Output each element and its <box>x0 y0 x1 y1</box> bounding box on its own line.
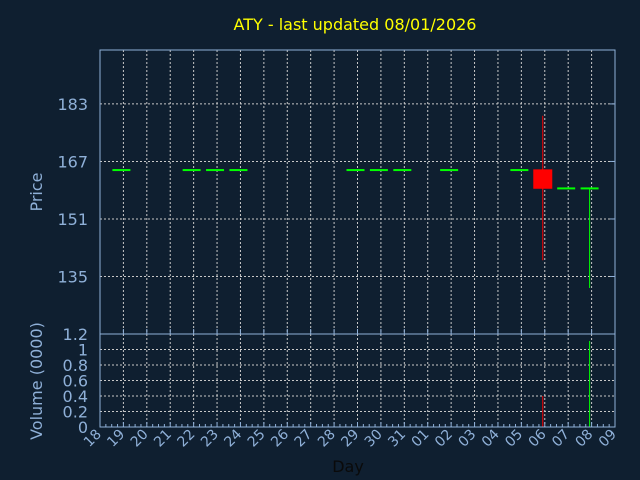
x-tick-label: 23 <box>198 427 222 451</box>
price-tick-label: 167 <box>57 152 88 171</box>
x-tick-label: 19 <box>104 427 128 451</box>
candle-body <box>112 169 131 172</box>
volume-axis-label: Volume (0000) <box>27 322 46 440</box>
x-tick-label: 31 <box>385 427 409 451</box>
x-tick-label: 21 <box>151 427 175 451</box>
marks <box>112 115 599 427</box>
volume-tick-label: 1.2 <box>63 325 88 344</box>
price-tick-label: 151 <box>57 210 88 229</box>
candle-body <box>533 169 553 189</box>
candle-body <box>440 169 459 172</box>
price-axis-label: Price <box>27 172 46 211</box>
x-tick-label: 24 <box>221 426 245 450</box>
x-axis-label: Day <box>332 457 364 476</box>
x-tick-label: 06 <box>526 426 550 450</box>
x-tick-label: 02 <box>432 427 456 451</box>
candle-body <box>580 187 599 190</box>
candle-body <box>557 187 576 190</box>
candle-body <box>393 169 412 172</box>
candle-body <box>206 169 225 172</box>
price-tick-label: 135 <box>57 267 88 286</box>
volume-tick-label: 0.8 <box>63 356 88 375</box>
volume-tick-label: 1 <box>78 341 88 360</box>
x-tick-label: 07 <box>549 427 573 451</box>
candle-body <box>369 169 388 172</box>
grid <box>100 50 615 427</box>
x-tick-label: 08 <box>572 427 596 451</box>
chart-title: ATY - last updated 08/01/2026 <box>234 15 477 34</box>
price-tick-label: 183 <box>57 95 88 114</box>
x-tick-label: 26 <box>268 426 292 450</box>
candle-body <box>346 169 365 172</box>
volume-tick-label: 0 <box>78 418 88 437</box>
x-tick-label: 03 <box>455 427 479 451</box>
x-tick-label: 09 <box>596 427 620 451</box>
x-tick-label: 22 <box>175 427 199 451</box>
candle-body <box>510 169 529 172</box>
x-tick-label: 01 <box>409 427 433 451</box>
volume-tick-label: 0.2 <box>63 403 88 422</box>
x-tick-label: 04 <box>479 426 503 450</box>
x-tick-label: 30 <box>362 427 386 451</box>
x-tick-label: 27 <box>292 427 316 451</box>
x-tick-label: 05 <box>502 427 526 451</box>
x-tick-label: 29 <box>338 427 362 451</box>
volume-tick-label: 0.6 <box>63 372 88 391</box>
candle-body <box>182 169 201 172</box>
x-tick-label: 28 <box>315 427 339 451</box>
x-tick-label: 25 <box>245 427 269 451</box>
candle-body <box>229 169 248 172</box>
volume-tick-label: 0.4 <box>63 387 88 406</box>
x-tick-label: 20 <box>128 427 152 451</box>
